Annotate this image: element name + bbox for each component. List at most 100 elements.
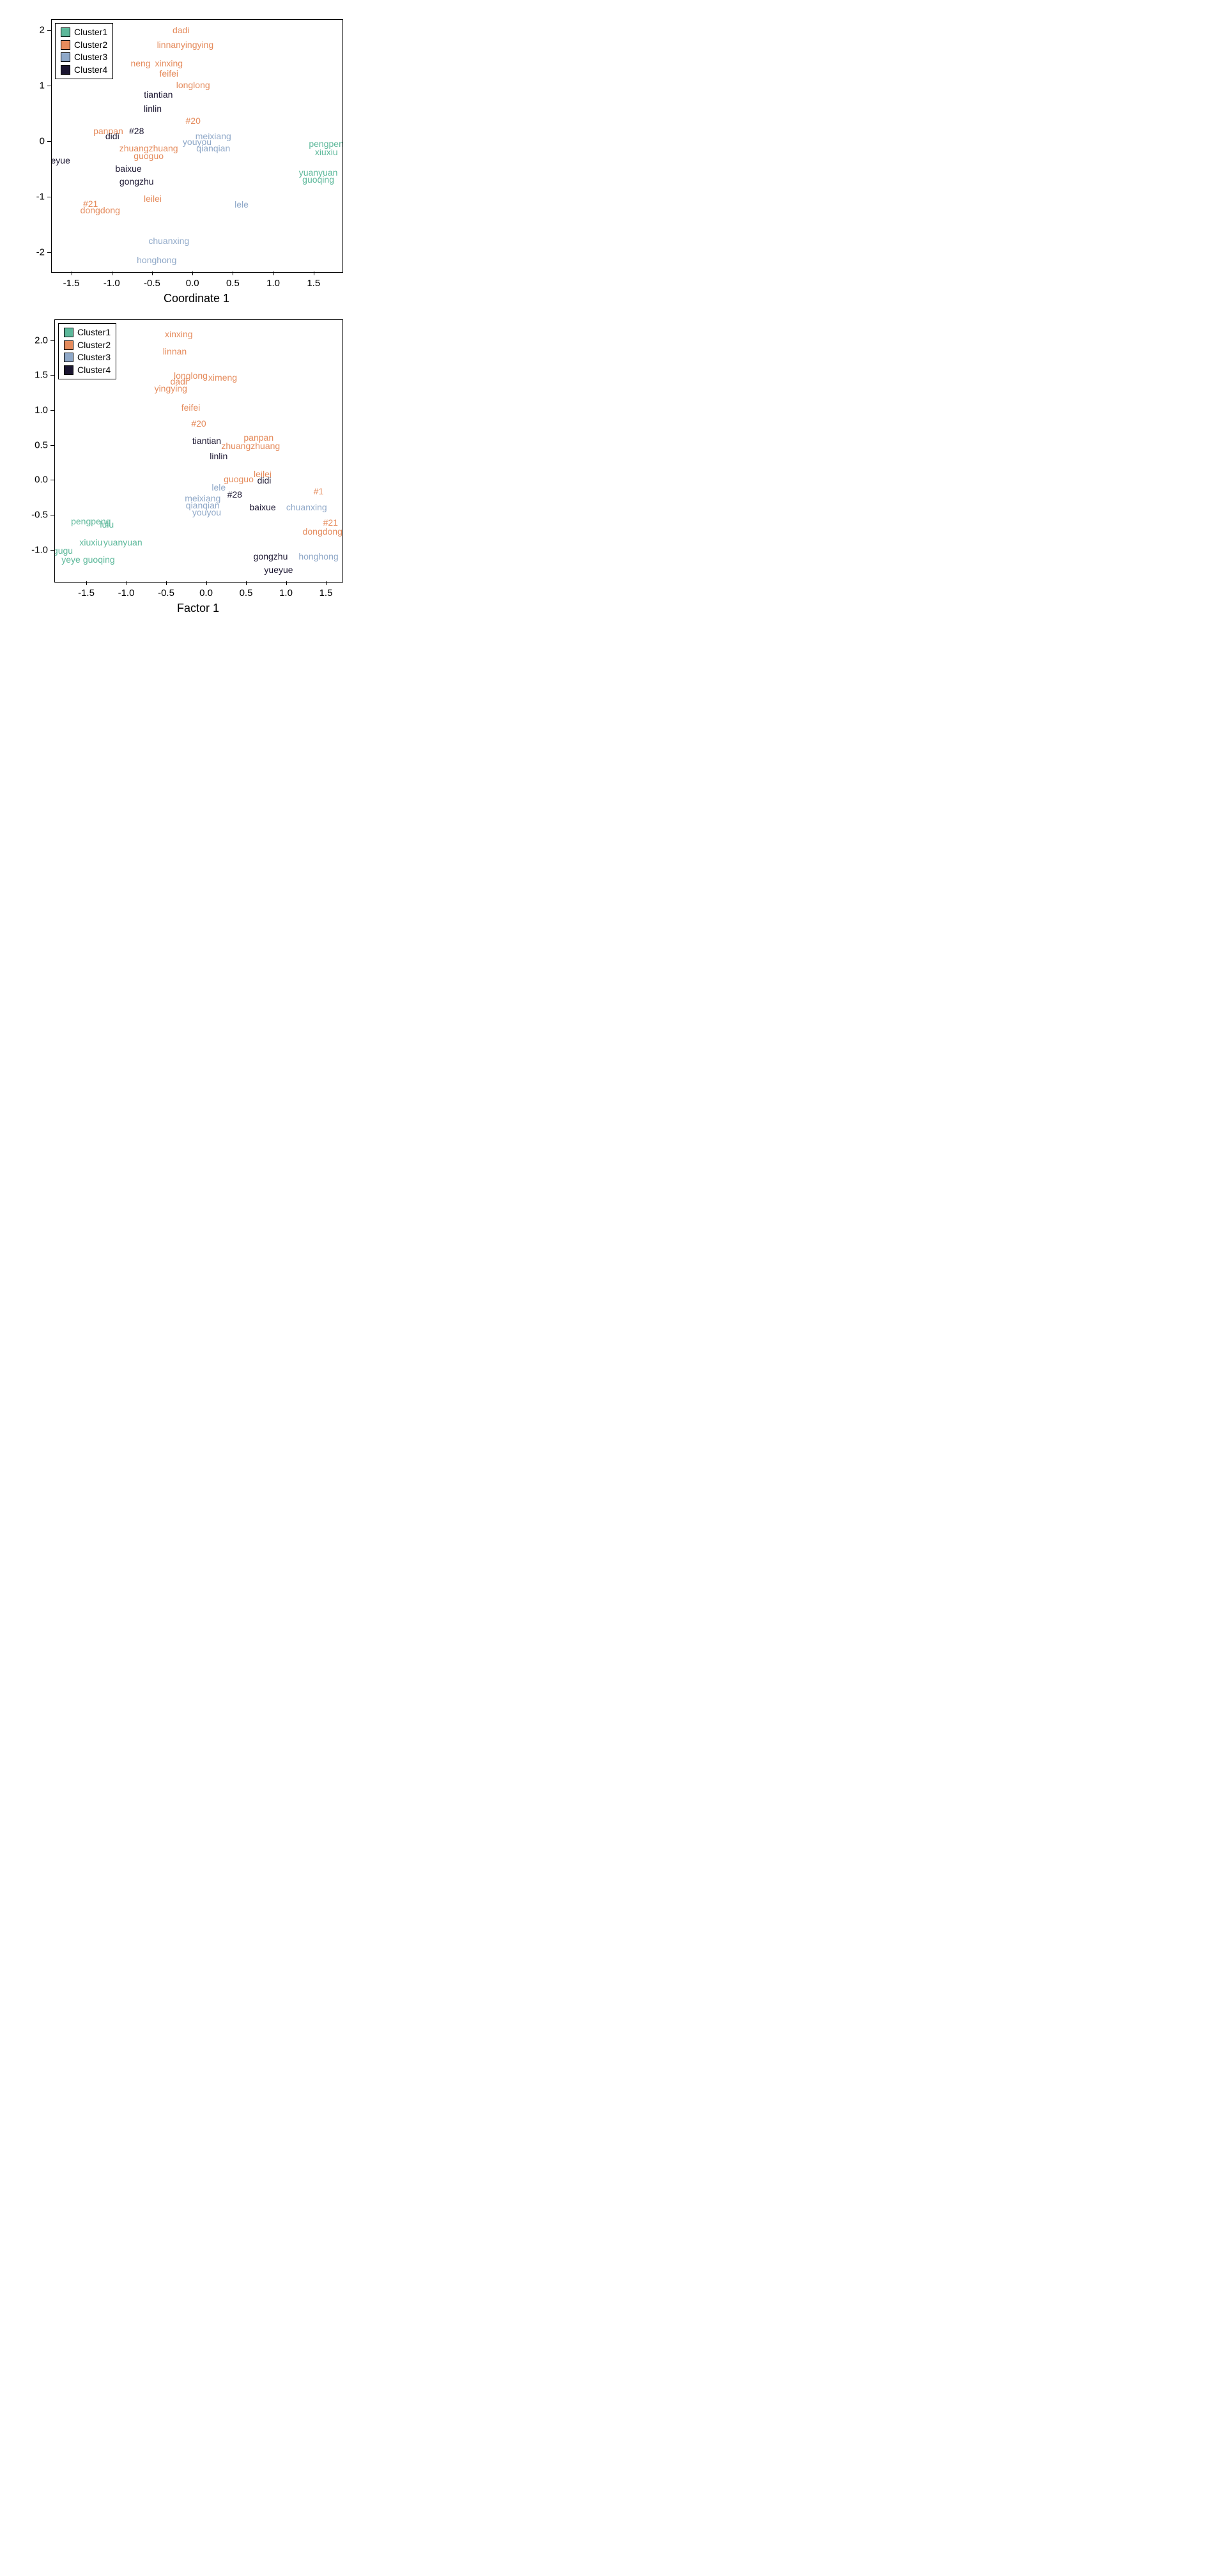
point-label: linlin [144,103,162,114]
point-label: baixue [249,502,275,512]
point-label: yueyue [264,565,293,575]
point-label: #28 [227,489,242,499]
y-tick [47,30,51,31]
point-label: xiuxiu [79,537,102,547]
point-label: #1 [314,486,324,496]
legend-label: Cluster3 [74,51,107,64]
point-label: guoqing [83,554,115,565]
legend-item: Cluster1 [64,326,111,339]
legend-label: Cluster2 [77,339,111,352]
point-label: #20 [191,418,206,429]
legend-swatch [64,353,73,362]
point-label: #20 [185,116,200,126]
point-label: xinxing [155,58,183,68]
chart2-x-title: Factor 1 [54,602,342,615]
point-label: longlong [176,80,210,90]
point-label: feifei [181,402,201,413]
point-label: tiantian [144,89,173,100]
point-label: xinxing [165,329,193,339]
legend-swatch [61,27,70,37]
y-tick-label: 2 [40,25,45,36]
point-label: xiuxiu [315,147,338,157]
y-tick-label: 1 [40,80,45,91]
y-tick [47,141,51,142]
chart1-legend: Cluster1Cluster2Cluster3Cluster4 [55,23,113,79]
x-tick-label: -1.5 [63,278,80,289]
legend-label: Cluster4 [74,64,107,77]
point-label: guoqing [302,174,334,185]
y-tick [50,550,54,551]
y-tick [50,410,54,411]
y-tick-label: 1.0 [35,405,48,416]
y-tick-label: -1 [36,191,45,202]
point-label: guoguo [134,151,164,161]
point-label: dadi [173,25,189,35]
y-tick [47,252,51,253]
point-label: leilei [144,194,162,204]
x-tick [246,581,247,585]
y-tick-label: -2 [36,247,45,257]
x-tick-label: 0.5 [240,588,253,598]
x-tick [326,581,327,585]
legend-swatch [64,328,73,337]
x-tick-label: -1.5 [78,588,95,598]
legend-item: Cluster4 [61,64,107,77]
point-label: neng [130,58,150,68]
point-label: lulu [100,519,114,530]
point-label: yeye [61,554,81,565]
point-label: honghong [137,255,176,265]
legend-swatch [64,365,73,375]
x-tick [166,581,167,585]
point-label: linnan [163,346,187,356]
point-label: qianqian [196,143,230,153]
point-label: youyou [192,507,221,517]
point-label: didi [105,131,119,141]
legend-item: Cluster4 [64,364,111,377]
legend-label: Cluster1 [77,326,111,339]
legend-item: Cluster1 [61,26,107,39]
point-label: dongdong [81,205,120,215]
chart1-x-title: Coordinate 1 [51,292,342,305]
legend-label: Cluster4 [77,364,111,377]
point-label: chuanxing [286,502,327,512]
legend-label: Cluster3 [77,351,111,364]
x-tick-label: -0.5 [158,588,174,598]
x-tick-label: -1.0 [118,588,135,598]
x-tick-label: -0.5 [144,278,160,289]
point-label: ximeng [208,372,237,383]
x-tick-label: 1.0 [266,278,280,289]
point-label: lele [235,199,249,210]
x-tick-label: 1.5 [319,588,333,598]
y-tick [50,340,54,341]
point-label: feifei [159,68,178,79]
x-tick-label: -1.0 [104,278,120,289]
point-label: linnan [157,40,181,50]
point-label: dongdong [303,526,342,537]
legend-swatch [61,40,70,50]
x-tick [206,581,207,585]
legend-item: Cluster2 [64,339,111,352]
point-label: gongzhu [119,176,154,187]
legend-swatch [61,52,70,62]
legend-label: Cluster1 [74,26,107,39]
point-label: #28 [129,126,144,136]
point-label: zhuangzhuang [221,441,280,451]
point-label: honghong [298,551,338,561]
legend-item: Cluster3 [64,351,111,364]
point-label: linlin [210,451,227,461]
point-label: guoguo [224,474,254,484]
x-tick [273,271,274,275]
point-label: yingying [155,383,187,393]
y-tick-label: -0.5 [31,510,48,521]
y-tick [50,445,54,446]
point-label: didi [258,475,272,485]
point-label: yueyue [51,155,70,165]
point-label: tiantian [192,436,221,446]
point-label: yuanyuan [104,537,142,547]
x-tick-label: 0.5 [226,278,240,289]
legend-label: Cluster2 [74,39,107,52]
y-tick-label: 2.0 [35,335,48,346]
x-tick [286,581,287,585]
x-tick-label: 0.0 [186,278,199,289]
legend-item: Cluster2 [61,39,107,52]
